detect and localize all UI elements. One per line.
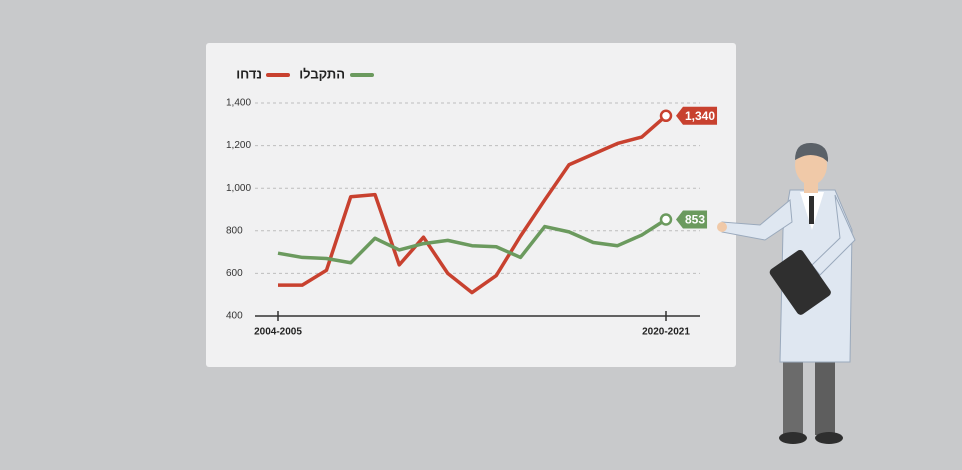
x-tick-label: 2004-2005: [254, 327, 302, 338]
value-tag: 853: [676, 210, 708, 229]
end-marker: [659, 109, 673, 123]
y-tick-label: 1,400: [226, 98, 251, 109]
y-tick-label: 400: [226, 311, 243, 322]
value-label: 1,340: [685, 109, 715, 123]
value-tag-bg: [676, 210, 708, 229]
y-tick-label: 600: [226, 268, 243, 279]
y-tick-label: 1,200: [226, 140, 251, 151]
value-label: 853: [685, 213, 705, 227]
legend-label: התקבלו: [299, 66, 345, 81]
legend-label: נדחו: [236, 66, 262, 81]
y-tick-label: 800: [226, 225, 243, 236]
value-tag-bg: [676, 106, 718, 125]
doctor-illustration: [717, 142, 856, 444]
chart-card: [206, 43, 736, 367]
y-tick-label: 1,000: [226, 183, 251, 194]
data-line: [277, 218, 667, 265]
x-tick-label: 2020-2021: [642, 327, 690, 338]
end-marker: [659, 213, 673, 226]
value-tag: 1,340: [676, 106, 718, 125]
data-line: [278, 114, 668, 295]
